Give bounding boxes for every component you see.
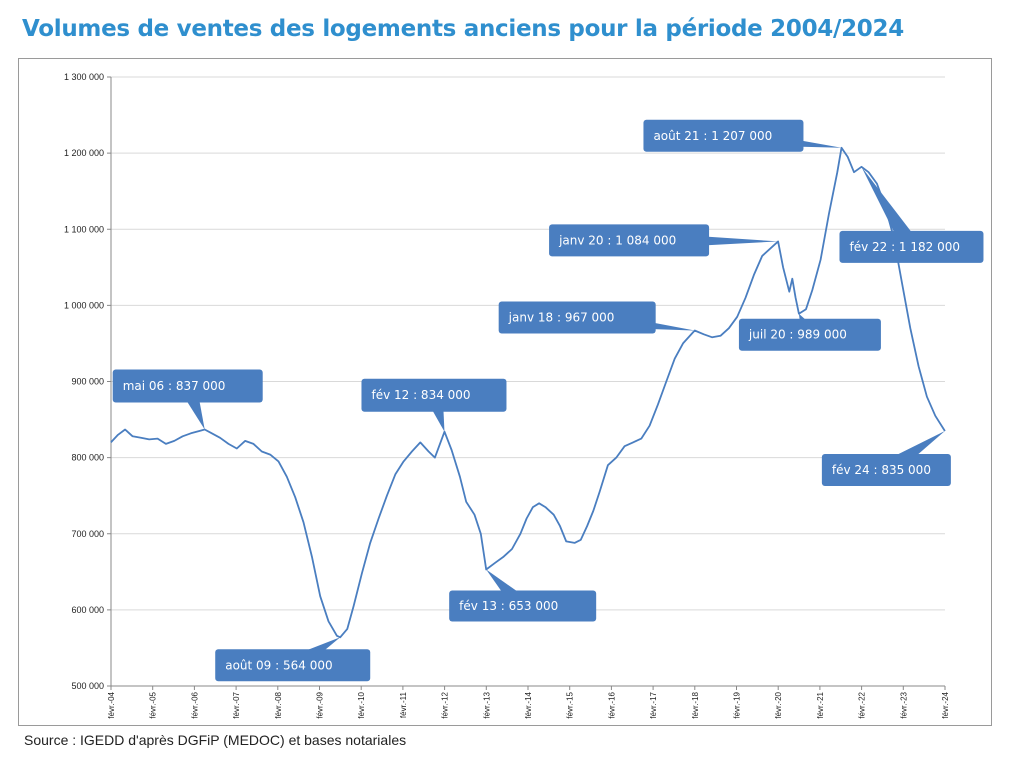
x-tick-label: févr.-14: [524, 691, 533, 718]
x-tick-label: févr.-17: [649, 691, 658, 718]
x-tick-label: févr.-07: [232, 691, 241, 718]
y-tick-label: 600 000: [71, 605, 104, 615]
callout-box: [821, 453, 951, 486]
callout-box: [643, 119, 804, 152]
x-tick-label: févr.-18: [691, 691, 700, 718]
y-tick-label: 1 100 000: [64, 224, 104, 234]
callouts: mai 06 : 837 000 août 09 : 564 000 fév 12 …: [112, 119, 984, 682]
chart: 500 000 600 000 700 000 800 000 900 000 1 000…: [64, 72, 984, 719]
x-tick-label: févr.-13: [482, 691, 491, 718]
source-note: Source : IGEDD d'après DGFiP (MEDOC) et …: [24, 732, 407, 748]
chart-frame: 500 000 600 000 700 000 800 000 900 000 1 000…: [18, 58, 992, 726]
callout-pointer: [861, 166, 920, 252]
x-tick-label: févr.-19: [733, 691, 742, 718]
callout: fév 13 : 653 000: [449, 569, 597, 622]
callout-label: août 21 : 1 207 000: [653, 129, 772, 143]
x-tick-label: févr.-16: [607, 691, 616, 718]
x-tick-label: févr.-06: [190, 691, 199, 718]
x-axis-ticks: févr.-04 févr.-05 févr.-06 févr.-07 févr.-08…: [107, 686, 950, 719]
y-tick-label: 1 000 000: [64, 300, 104, 310]
series-line: [110, 146, 946, 639]
x-tick-label: févr.-23: [899, 691, 908, 718]
callout: mai 06 : 837 000: [112, 369, 263, 430]
y-tick-label: 700 000: [71, 529, 104, 539]
x-tick-label: févr.-21: [816, 691, 825, 718]
series-line-path: [110, 146, 946, 639]
y-tick-label: 800 000: [71, 453, 104, 463]
x-tick-label: févr.-24: [941, 691, 950, 718]
x-tick-label: févr.-04: [107, 691, 116, 718]
x-tick-label: févr.-15: [566, 691, 575, 718]
callout-label: janv 20 : 1 084 000: [558, 233, 676, 247]
callout-box: [839, 230, 984, 263]
x-tick-label: févr.-10: [357, 691, 366, 718]
callout-box: [738, 318, 881, 351]
y-tick-label: 500 000: [71, 681, 104, 691]
callout-box: [361, 378, 507, 412]
callout-label: mai 06 : 837 000: [123, 379, 226, 393]
callout-label: fév 24 : 835 000: [832, 463, 931, 477]
callout: fév 12 : 834 000: [361, 378, 507, 432]
callout: juil 20 : 989 000: [738, 313, 881, 351]
callout: fév 22 : 1 182 000: [839, 166, 984, 263]
chart-title: Volumes de ventes des logements anciens …: [22, 16, 904, 42]
callout-box: [449, 590, 597, 622]
callout: août 21 : 1 207 000: [643, 119, 842, 152]
callout: janv 18 : 967 000: [498, 301, 695, 334]
callout-label: fév 12 : 834 000: [371, 388, 470, 402]
callout-label: fév 13 : 653 000: [459, 599, 558, 613]
x-tick-label: févr.-20: [774, 691, 783, 718]
callout-label: janv 18 : 967 000: [508, 310, 615, 324]
callout-label: fév 22 : 1 182 000: [849, 240, 960, 254]
callout-box: [112, 369, 263, 403]
callout-box: [498, 301, 656, 334]
x-tick-label: févr.-22: [858, 691, 867, 718]
callout-label: juil 20 : 989 000: [748, 328, 847, 342]
callout: août 09 : 564 000: [215, 637, 371, 682]
axes: [110, 77, 945, 687]
callout-box: [549, 224, 710, 257]
callout-label: août 09 : 564 000: [225, 658, 332, 672]
x-tick-label: févr.-09: [316, 691, 325, 718]
y-tick-label: 900 000: [71, 377, 104, 387]
y-tick-label: 1 200 000: [64, 148, 104, 158]
y-tick-label: 1 300 000: [64, 72, 104, 82]
x-tick-label: févr.-08: [274, 691, 283, 718]
x-tick-label: févr.-05: [149, 691, 158, 718]
callout: fév 24 : 835 000: [821, 430, 951, 486]
callout-box: [215, 649, 371, 682]
x-tick-label: févr.-11: [399, 691, 408, 718]
y-axis-ticks: 500 000 600 000 700 000 800 000 900 000 1 000…: [64, 72, 111, 691]
x-tick-label: févr.-12: [441, 691, 450, 718]
callout: janv 20 : 1 084 000: [549, 224, 779, 257]
